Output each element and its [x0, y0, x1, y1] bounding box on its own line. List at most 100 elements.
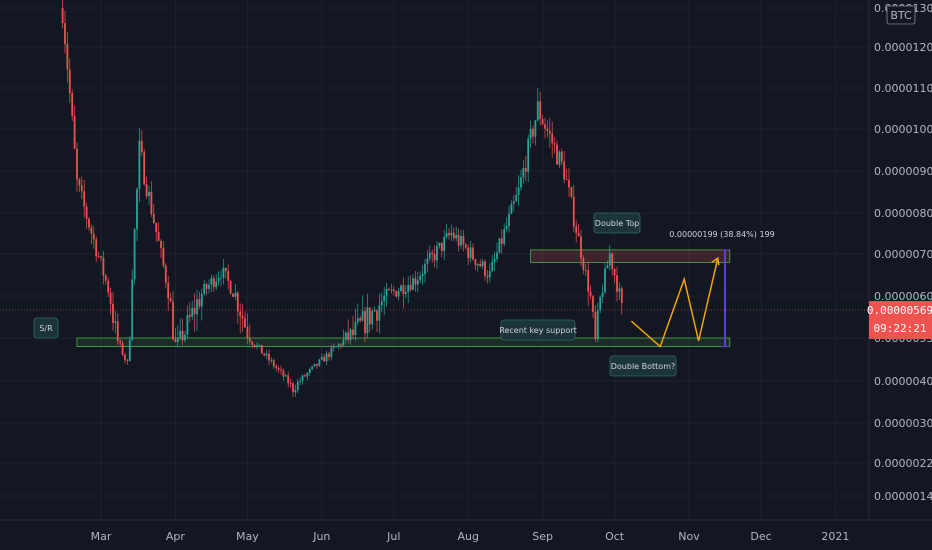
- candle-body: [311, 366, 314, 370]
- candle-body: [164, 265, 167, 283]
- candlestick-series: [61, 0, 623, 397]
- candle-body: [352, 329, 354, 336]
- candle-body: [496, 252, 498, 259]
- recent-support-note[interactable]: Recent key support: [499, 319, 577, 341]
- candle-body: [390, 289, 393, 291]
- candle-body: [433, 253, 436, 261]
- candle-body: [556, 144, 558, 165]
- candle-body: [320, 356, 323, 360]
- candle-body: [332, 347, 335, 348]
- candle-body: [599, 296, 602, 311]
- candle-body: [241, 315, 244, 319]
- candle-body: [457, 234, 460, 246]
- candle-body: [416, 280, 419, 285]
- candle-body: [112, 303, 114, 323]
- candle-body: [205, 284, 208, 289]
- candle-body: [347, 332, 350, 340]
- candle-body: [263, 353, 266, 356]
- candle-body: [392, 289, 395, 292]
- candle-body: [150, 191, 153, 215]
- candle-body: [445, 232, 448, 237]
- candle-body: [323, 356, 326, 362]
- candle-body: [200, 293, 203, 307]
- candle-body: [522, 168, 525, 178]
- candle-body: [174, 339, 177, 343]
- candle-body: [143, 152, 146, 185]
- candle-body: [217, 278, 220, 282]
- time-tick-label: Dec: [750, 530, 771, 543]
- measure-note[interactable]: 0.00000199 (38.84%) 199: [669, 226, 775, 242]
- candle-body: [340, 344, 342, 346]
- candle-body: [604, 268, 606, 293]
- candle-body: [481, 261, 484, 267]
- candle-body: [539, 101, 542, 120]
- candle-body: [95, 239, 98, 257]
- candle-body: [354, 322, 357, 336]
- sr-note-box: [33, 317, 59, 339]
- candle-body: [328, 353, 330, 358]
- candle-body: [236, 292, 239, 312]
- candle-body: [505, 226, 508, 230]
- candle-body: [500, 238, 503, 244]
- candle-body: [92, 233, 95, 240]
- candle-body: [90, 227, 93, 234]
- candle-body: [282, 370, 285, 377]
- candle-body: [512, 201, 515, 204]
- candle-body: [472, 247, 474, 260]
- candle-body: [116, 321, 119, 342]
- candle-body: [448, 232, 450, 236]
- candle-body: [611, 253, 614, 269]
- price-axis[interactable]: 0.000013000.000012000.000011000.00001000…: [874, 2, 932, 503]
- candle-body: [71, 93, 74, 116]
- time-axis[interactable]: Mar Apr May Jun Jul Aug Sep Oct Nov Dec 2021: [91, 530, 850, 543]
- candle-body: [356, 318, 359, 323]
- candle-body: [565, 179, 568, 180]
- candle-body: [119, 341, 122, 344]
- time-tick-label: Oct: [605, 530, 625, 543]
- candle-body: [325, 353, 328, 362]
- candle-body: [359, 318, 362, 321]
- candle-body: [88, 218, 90, 228]
- currency-badge[interactable]: BTC: [890, 9, 912, 22]
- candle-body: [212, 278, 215, 288]
- candle-body: [244, 318, 246, 327]
- candle-body: [296, 381, 299, 391]
- current-price-badge: [869, 301, 932, 339]
- candle-body: [102, 257, 105, 276]
- candle-body: [424, 263, 426, 275]
- candle-body: [589, 291, 592, 297]
- time-tick-label: Mar: [91, 530, 112, 543]
- candle-body: [493, 258, 496, 262]
- candle-body: [304, 375, 306, 377]
- candle-body: [155, 222, 158, 233]
- candle-body: [568, 179, 570, 188]
- candle-body: [385, 289, 388, 296]
- candle-body: [220, 277, 222, 279]
- candle-body: [397, 291, 400, 297]
- candle-body: [460, 235, 462, 246]
- double-bottom-note[interactable]: Double Bottom?: [609, 355, 677, 377]
- candle-body: [383, 295, 386, 302]
- projection-arrowhead: [711, 256, 720, 266]
- double-top-note-label: Double Top: [595, 219, 639, 228]
- candle-body: [80, 185, 83, 192]
- candle-body: [330, 347, 333, 358]
- candle-body: [301, 375, 304, 381]
- candle-body: [455, 234, 458, 239]
- candle-body: [469, 247, 472, 259]
- candle-body: [176, 338, 179, 343]
- candle-body: [337, 344, 340, 347]
- candle-body: [577, 232, 580, 237]
- candle-body: [570, 187, 573, 197]
- candle-body: [541, 119, 544, 125]
- candle-body: [138, 140, 141, 190]
- candle-body: [488, 270, 491, 278]
- candle-body: [582, 258, 585, 271]
- candle-body: [126, 359, 129, 361]
- sr-note[interactable]: S/R: [33, 317, 59, 339]
- candle-body: [515, 194, 518, 202]
- double-top-note[interactable]: Double Top: [593, 212, 641, 234]
